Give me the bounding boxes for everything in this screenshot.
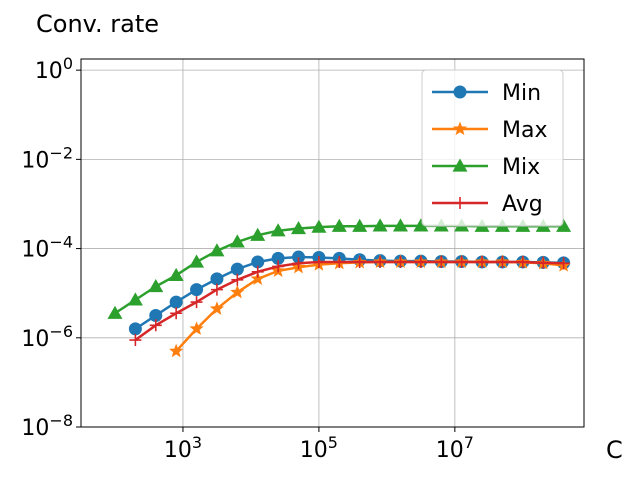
data-point-mix xyxy=(291,221,307,235)
data-point-avg xyxy=(537,256,550,269)
legend-label-max: Max xyxy=(502,118,547,143)
legend-marker-avg xyxy=(454,197,466,209)
data-point-avg xyxy=(414,255,427,268)
data-point-mix xyxy=(168,267,184,281)
data-point-avg xyxy=(476,255,489,268)
data-point-mix xyxy=(392,218,408,232)
y-tick-label-0: 100 xyxy=(35,54,73,84)
data-point-mix xyxy=(127,292,143,306)
data-point-max xyxy=(230,284,245,299)
data-point-avg xyxy=(210,283,223,296)
data-point-avg xyxy=(516,255,529,268)
legend-label-avg: Avg xyxy=(502,192,543,217)
data-point-avg xyxy=(353,255,366,268)
legend-marker-max xyxy=(452,121,468,136)
data-point-avg xyxy=(231,273,244,286)
series-line-avg xyxy=(134,260,564,342)
axes: 103 105 107 100 10−2 10−4 10−6 10−8 xyxy=(21,54,474,463)
data-point-min xyxy=(169,295,183,309)
data-point-avg xyxy=(374,255,387,268)
legend-item-min: Min xyxy=(432,81,541,106)
data-point-avg xyxy=(394,255,407,268)
series-avg xyxy=(129,255,570,347)
data-point-min xyxy=(190,283,204,297)
legend-marker-mix xyxy=(452,158,468,172)
data-point-avg xyxy=(170,307,183,320)
series-max xyxy=(169,254,571,358)
data-point-avg xyxy=(190,296,203,309)
legend-item-avg: Avg xyxy=(432,192,543,217)
y-tick-label-4: 10−8 xyxy=(21,411,73,441)
data-point-min xyxy=(210,272,224,286)
data-point-min xyxy=(251,255,265,269)
data-point-min xyxy=(128,322,142,336)
data-point-avg xyxy=(129,334,142,347)
data-point-avg xyxy=(496,255,509,268)
data-point-mix xyxy=(372,218,388,232)
x-axis-label: C xyxy=(606,436,623,464)
data-point-avg xyxy=(333,255,346,268)
legend-label-mix: Mix xyxy=(502,155,540,180)
legend-marker-min xyxy=(453,85,467,99)
data-point-mix xyxy=(413,218,429,232)
legend-item-mix: Mix xyxy=(432,155,540,180)
data-point-mix xyxy=(107,305,123,319)
data-point-min xyxy=(149,308,163,322)
legend-frame xyxy=(421,69,564,227)
x-tick-label-1: 105 xyxy=(300,433,338,463)
data-point-avg xyxy=(292,257,305,270)
data-point-mix xyxy=(229,234,245,248)
data-point-max xyxy=(209,301,225,315)
data-point-avg xyxy=(455,255,468,268)
data-point-min xyxy=(271,251,285,265)
legend-item-max: Max xyxy=(432,118,547,143)
data-point-mix xyxy=(250,227,266,241)
chart-title: Conv. rate xyxy=(36,10,159,38)
data-point-min xyxy=(292,250,306,264)
legend: Min Max Mix Avg xyxy=(421,69,564,227)
data-point-max xyxy=(169,343,184,358)
data-point-mix xyxy=(270,223,286,237)
x-tick-label-0: 103 xyxy=(164,433,202,463)
data-point-avg xyxy=(312,255,325,268)
data-point-avg xyxy=(557,257,570,270)
x-tick-label-2: 107 xyxy=(436,433,474,463)
data-point-mix xyxy=(556,218,572,232)
y-tick-label-3: 10−6 xyxy=(21,322,73,352)
legend-label-min: Min xyxy=(502,81,541,106)
y-tick-label-2: 10−4 xyxy=(21,233,73,263)
y-tick-label-1: 10−2 xyxy=(21,143,73,173)
data-point-min xyxy=(230,262,244,276)
data-point-max xyxy=(189,321,204,335)
series-group xyxy=(107,218,572,358)
data-point-avg xyxy=(251,265,264,278)
data-point-avg xyxy=(435,255,448,268)
data-point-avg xyxy=(272,260,285,273)
data-point-mix xyxy=(311,219,327,233)
data-point-max xyxy=(250,271,265,285)
data-point-avg xyxy=(149,319,162,332)
data-point-mix xyxy=(189,254,205,268)
data-point-mix xyxy=(148,278,164,293)
data-point-mix xyxy=(331,218,347,232)
data-point-mix xyxy=(352,218,368,232)
data-point-mix xyxy=(209,243,225,257)
plot-frame xyxy=(80,58,585,428)
